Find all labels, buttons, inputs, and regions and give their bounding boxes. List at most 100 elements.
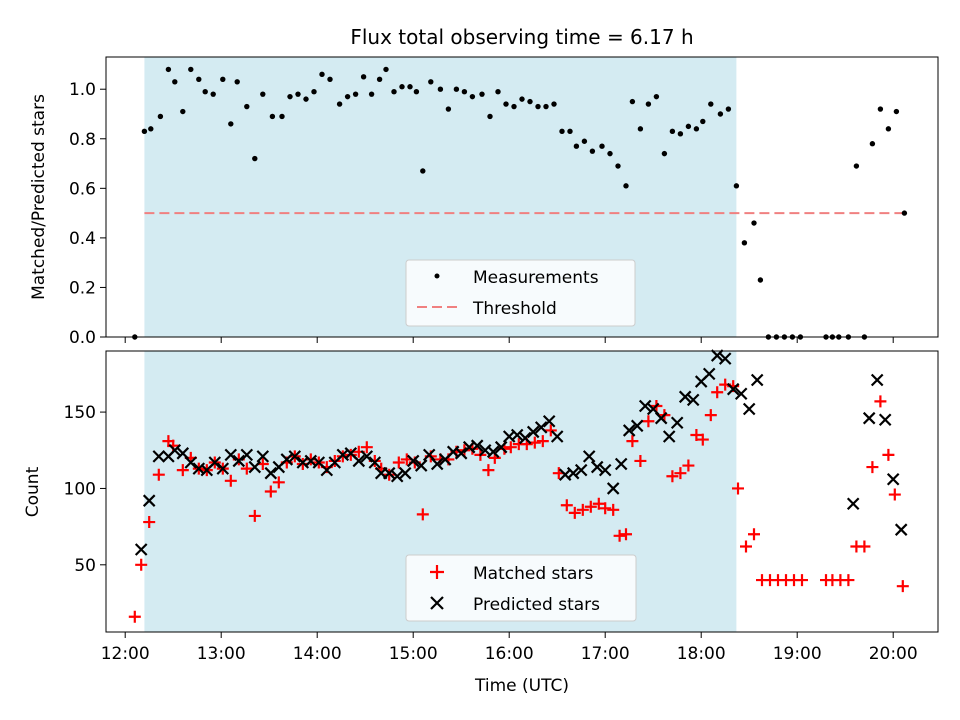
predicted-star-point xyxy=(526,425,540,439)
x-axis-label: Time (UTC) xyxy=(474,676,569,696)
measurement-point xyxy=(157,113,164,120)
predicted-star-point xyxy=(280,453,294,466)
measurement-point xyxy=(269,113,276,120)
measurement-point xyxy=(693,126,700,132)
predicted-star-point xyxy=(390,469,404,483)
predicted-star-point xyxy=(670,416,684,430)
measurement-point xyxy=(252,155,258,162)
measurement-point xyxy=(180,108,186,115)
measurement-point xyxy=(599,143,605,149)
predicted-star-point xyxy=(678,390,692,404)
predicted-star-point xyxy=(184,456,198,469)
matched-star-point xyxy=(504,441,517,454)
measurement-point xyxy=(901,210,908,216)
measurement-point xyxy=(228,121,234,127)
predicted-star-point xyxy=(288,450,302,463)
legend-label-threshold: Threshold xyxy=(472,299,557,319)
measurement-point xyxy=(893,108,900,115)
measurement-point xyxy=(141,128,148,135)
matched-star-point xyxy=(696,433,709,446)
predicted-star-point xyxy=(216,462,230,475)
legend-label-predicted: Predicted stars xyxy=(473,595,600,615)
matched-star-point xyxy=(704,409,717,422)
predicted-star-point xyxy=(718,352,732,365)
measurement-point xyxy=(573,143,580,149)
matched-star-point xyxy=(682,459,695,472)
predicted-star-point xyxy=(582,450,596,463)
predicted-star-point xyxy=(208,456,222,469)
bottom-y-tick-label: 100 xyxy=(64,479,96,499)
predicted-star-point xyxy=(486,445,500,459)
measurement-point xyxy=(623,183,629,189)
matched-star-point xyxy=(882,448,895,461)
matched-star-point xyxy=(416,508,429,521)
predicted-star-point xyxy=(878,413,892,427)
bottom-y-tick-label: 50 xyxy=(74,556,96,576)
measurement-point xyxy=(407,84,413,90)
measurement-point xyxy=(567,128,573,135)
matched-star-point xyxy=(544,424,557,437)
matched-star-point xyxy=(896,580,909,593)
matched-star-point xyxy=(240,462,253,475)
top-legend: Measurements Threshold xyxy=(405,259,636,327)
measurement-point xyxy=(637,126,644,132)
matched-star-point xyxy=(272,476,285,489)
top-y-tick-label: 1.0 xyxy=(69,80,96,100)
measurement-point xyxy=(279,113,285,120)
matched-star-point xyxy=(711,386,724,399)
legend-marker-predicted xyxy=(430,596,444,610)
measurement-point xyxy=(420,168,426,174)
matched-star-point xyxy=(858,540,871,553)
matched-star-point xyxy=(224,474,237,487)
bottom-legend: Matched stars Predicted stars xyxy=(405,554,637,622)
measurement-point xyxy=(344,93,351,100)
predicted-star-point xyxy=(360,450,374,463)
measurement-point xyxy=(511,103,517,110)
measurement-point xyxy=(188,66,194,73)
measurement-point xyxy=(202,88,208,95)
predicted-star-point xyxy=(662,430,676,443)
predicted-star-point xyxy=(638,399,652,413)
predicted-star-point xyxy=(734,387,748,401)
predicted-star-point xyxy=(574,463,588,477)
measurement-point xyxy=(629,98,636,105)
matched-star-point xyxy=(748,528,760,541)
measurement-point xyxy=(220,76,226,83)
matched-star-point xyxy=(607,503,620,516)
x-tick-label: 20:00 xyxy=(869,644,918,664)
predicted-star-point xyxy=(550,430,564,443)
measurement-point xyxy=(853,163,860,169)
matched-star-point xyxy=(613,529,626,542)
measurement-point xyxy=(527,98,533,105)
measurement-point xyxy=(461,88,468,95)
predicted-star-point xyxy=(142,494,156,507)
measurement-point xyxy=(234,79,240,85)
measurement-point xyxy=(708,101,714,107)
x-tick-label: 16:00 xyxy=(485,644,534,664)
x-tick-label: 19:00 xyxy=(773,644,822,664)
measurement-point xyxy=(336,101,343,107)
predicted-star-point xyxy=(368,456,382,469)
predicted-star-point xyxy=(248,460,262,474)
predicted-star-point xyxy=(614,457,628,471)
measurement-point xyxy=(244,103,250,110)
measurement-point xyxy=(413,88,420,95)
measurement-point xyxy=(725,106,732,112)
predicted-star-point xyxy=(398,466,412,480)
predicted-star-point xyxy=(726,382,740,396)
measurement-point xyxy=(645,101,652,107)
predicted-star-point xyxy=(630,419,644,433)
measurement-point xyxy=(607,150,613,157)
predicted-star-point xyxy=(702,367,716,381)
matched-star-point xyxy=(740,540,752,553)
bottom-legend-box xyxy=(405,554,637,622)
measurement-point xyxy=(445,106,452,112)
measurement-point xyxy=(428,79,434,85)
matched-star-point xyxy=(248,509,261,522)
measurement-point xyxy=(319,71,325,78)
measurement-point xyxy=(519,96,525,102)
predicted-star-point xyxy=(168,443,182,457)
measurement-point xyxy=(295,91,301,97)
measurement-point xyxy=(352,91,359,97)
